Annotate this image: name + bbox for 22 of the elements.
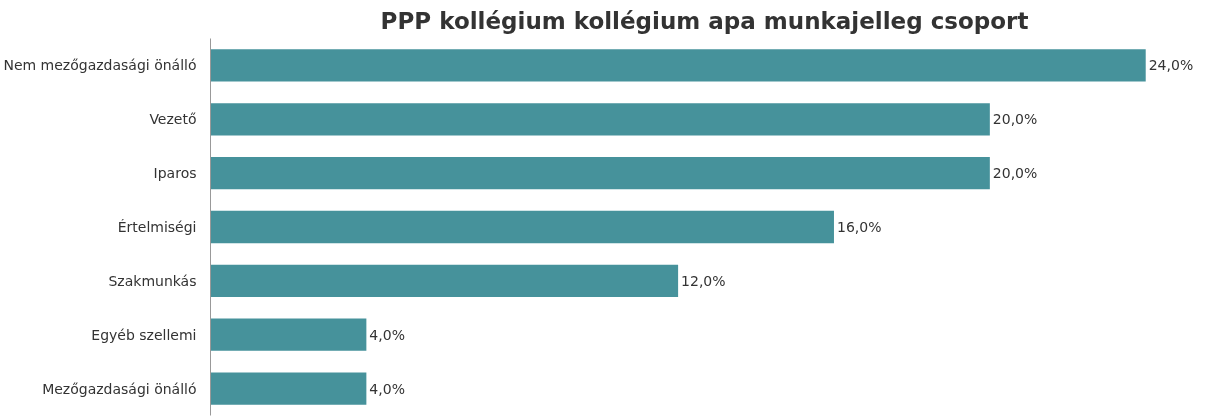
y-tick-label: Értelmiségi	[117, 219, 197, 235]
y-tick-label: Nem mezőgazdasági önálló	[3, 57, 197, 74]
y-tick-label: Szakmunkás	[108, 272, 197, 289]
y-tick-label: Egyéb szellemi	[91, 326, 197, 343]
bar	[210, 103, 990, 136]
bar	[210, 49, 1146, 82]
data-label: 24,0%	[1148, 57, 1194, 74]
bar	[210, 156, 990, 190]
data-label: 20,0%	[992, 165, 1038, 182]
data-label: 12,0%	[681, 272, 726, 289]
bar	[210, 372, 367, 405]
y-tick-label: Mezőgazdasági önálló	[42, 380, 197, 397]
bar	[210, 264, 679, 298]
y-tick-label: Vezető	[149, 111, 197, 128]
y-tick-label: Iparos	[153, 165, 197, 182]
bar	[210, 318, 367, 351]
data-label: 20,0%	[992, 111, 1038, 128]
data-label: 4,0%	[369, 380, 405, 397]
data-label: 16,0%	[836, 219, 882, 235]
data-label: 4,0%	[369, 326, 405, 343]
bar	[210, 210, 834, 244]
chart-title: PPP kollégium kollégium apa munkajelleg csoport	[380, 7, 1029, 34]
